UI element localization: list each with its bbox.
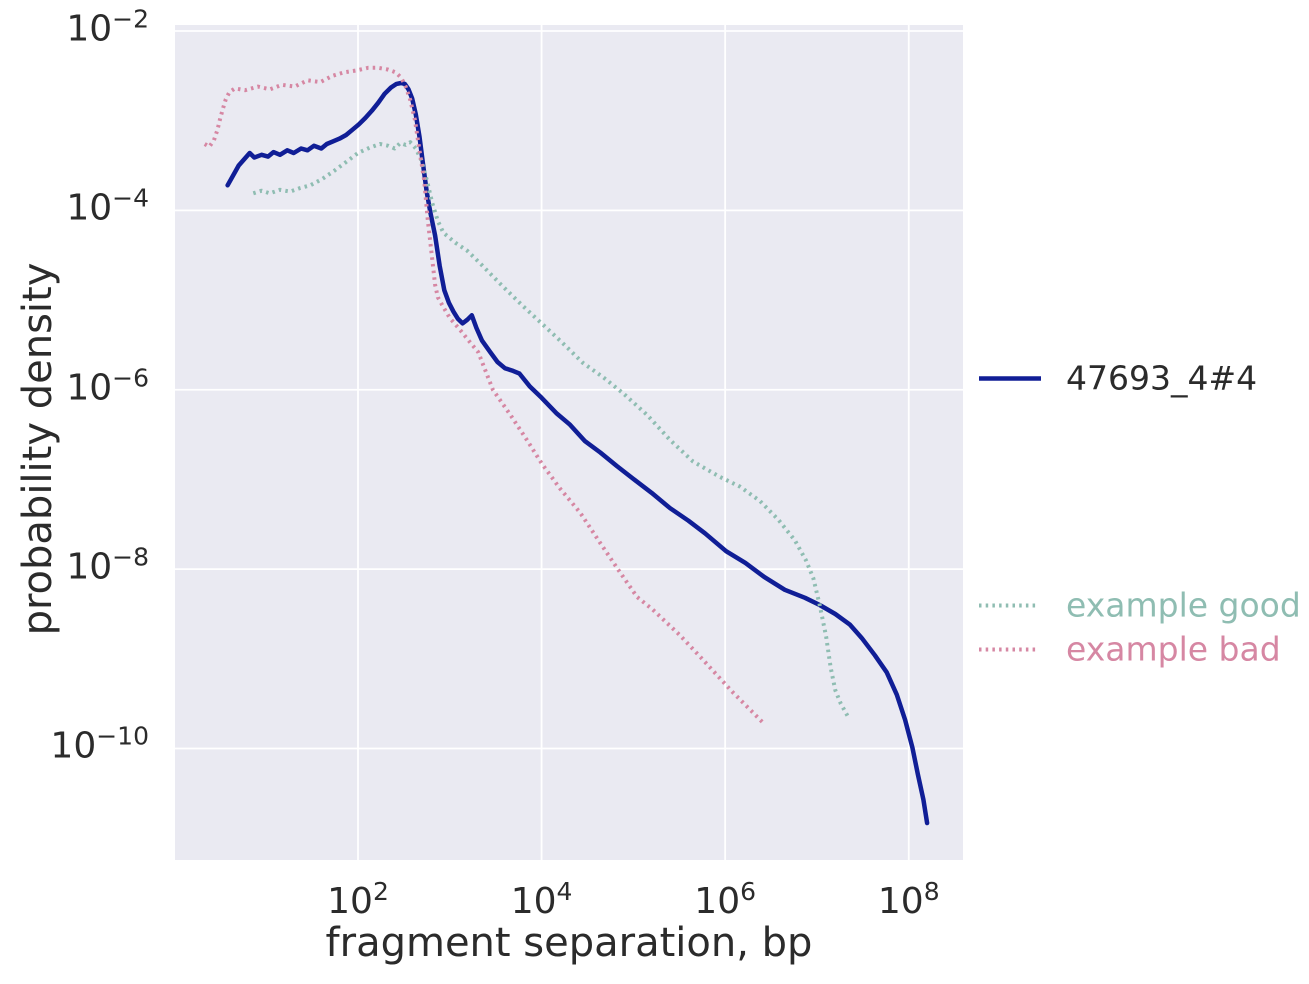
y-tick-1e-8: 10−8 [66, 542, 149, 588]
x-tick-1e2: 102 [327, 877, 389, 922]
plot-area [175, 25, 963, 860]
x-axis-label: fragment separation, bp [325, 920, 813, 966]
y-tick-1e-2: 10−2 [66, 4, 149, 50]
legend-label-example-good: example good [1066, 585, 1301, 625]
legend-entry-example-good: example good [978, 589, 1301, 622]
legend-line-sample-dotted-bad [979, 647, 1037, 651]
x-tick-1e8: 108 [877, 877, 940, 922]
legend-label-main: 47693_4#4 [1066, 358, 1258, 398]
y-tick-1e-10: 10−10 [50, 721, 149, 767]
legend-line-sample-solid [979, 375, 1041, 381]
x-tick-1e6: 106 [694, 877, 757, 922]
legend-main: 47693_4#4 [977, 362, 1257, 395]
y-tick-1e-4: 10−4 [66, 183, 149, 229]
legend-entry-example-bad: example bad [978, 633, 1281, 666]
legend-label-example-bad: example bad [1066, 629, 1281, 669]
y-axis-label: probability density [15, 262, 61, 636]
legend-line-sample-dotted-good [979, 603, 1037, 607]
x-tick-1e4: 104 [510, 877, 573, 922]
y-tick-1e-6: 10−6 [66, 363, 149, 409]
